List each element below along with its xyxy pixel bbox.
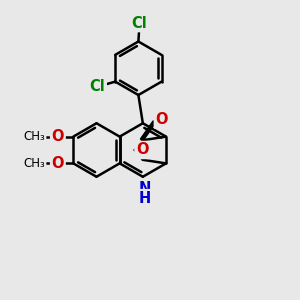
Text: CH₃: CH₃ [23, 157, 45, 170]
Text: O: O [52, 129, 64, 144]
Text: N: N [138, 181, 151, 196]
Text: CH₃: CH₃ [23, 130, 45, 143]
Text: H: H [138, 191, 150, 206]
Text: O: O [52, 156, 64, 171]
Text: Cl: Cl [131, 16, 147, 31]
Text: Cl: Cl [89, 79, 105, 94]
Text: O: O [136, 142, 148, 158]
Text: O: O [155, 112, 168, 127]
